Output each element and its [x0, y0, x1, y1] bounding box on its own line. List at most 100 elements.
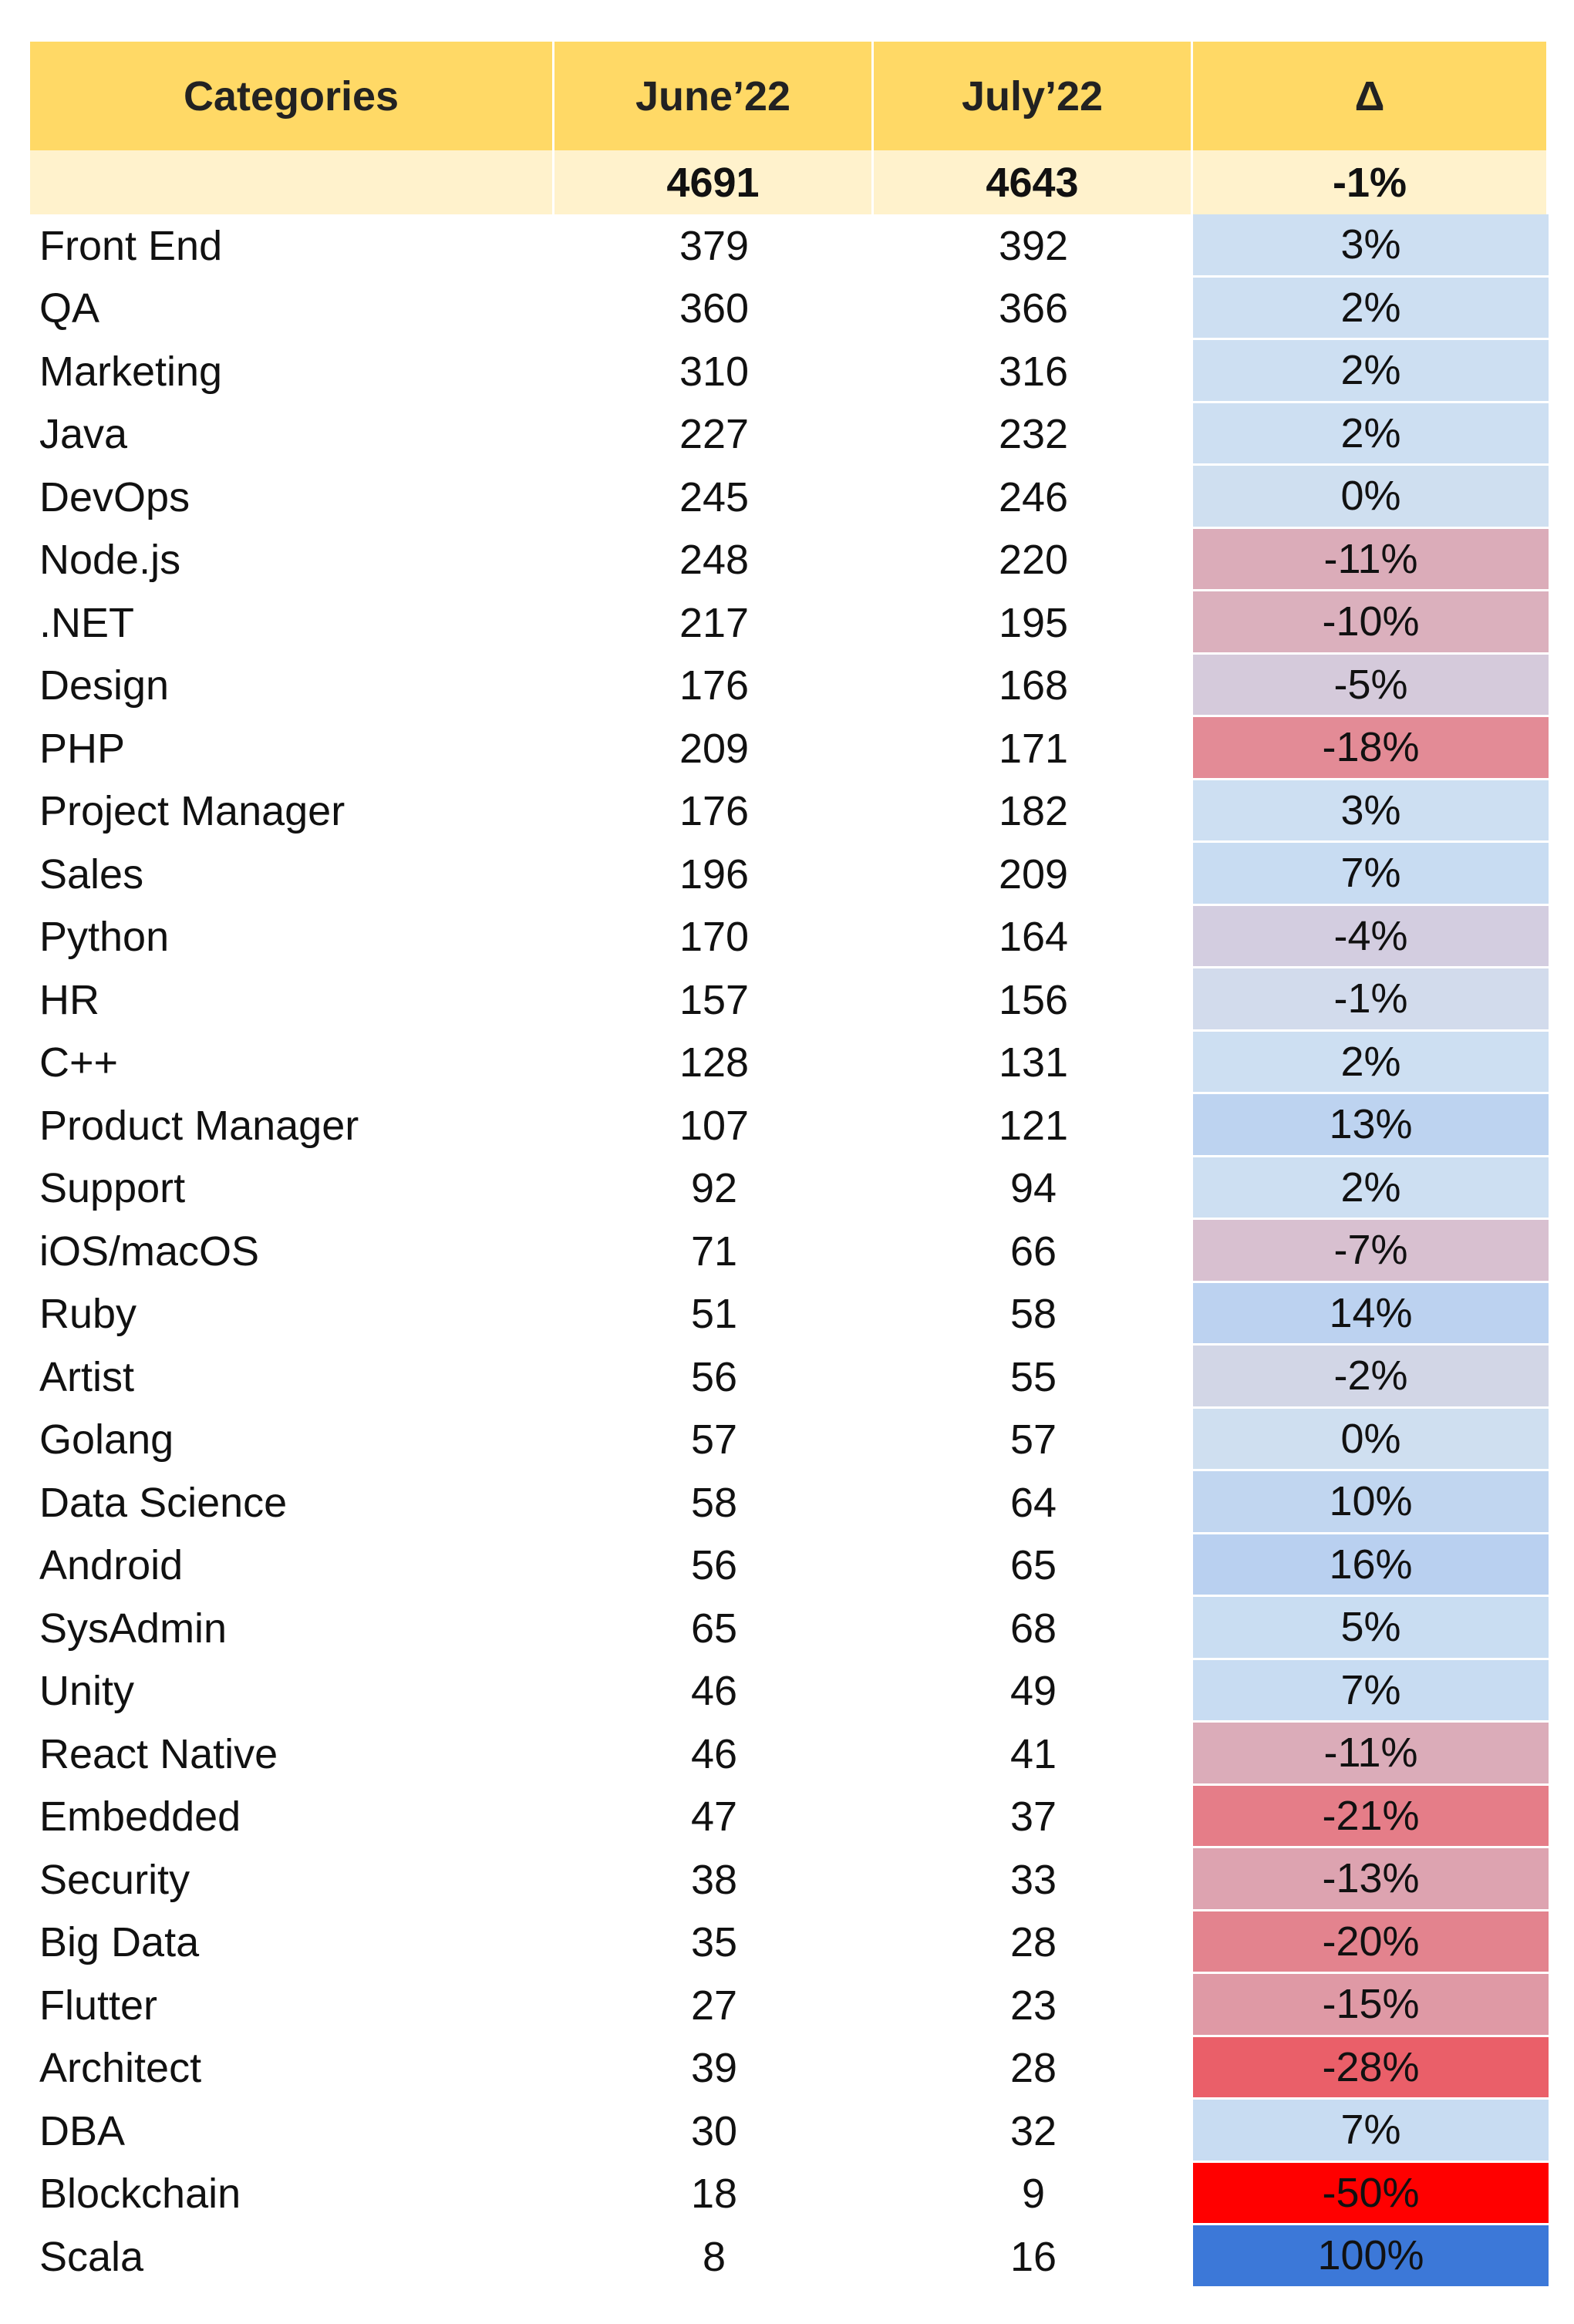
delta-value: -28%: [1193, 2036, 1549, 2100]
july-value: 33: [1009, 1856, 1057, 1903]
category: Node.js: [39, 537, 181, 584]
category: DevOps: [39, 473, 190, 520]
july-value: 156: [998, 976, 1069, 1023]
july-value: 182: [998, 788, 1069, 835]
june-value: 39: [690, 2045, 738, 2092]
june-value: 176: [679, 662, 750, 709]
delta-value: 7%: [1193, 2100, 1549, 2163]
delta-value: 7%: [1193, 843, 1549, 906]
june-value: 30: [690, 2107, 738, 2154]
delta-value: 3%: [1193, 214, 1549, 278]
delta-value: 5%: [1193, 1597, 1549, 1660]
july-value: 168: [998, 662, 1069, 709]
delta-value: -7%: [1193, 1220, 1549, 1283]
category: Marketing: [39, 348, 223, 395]
delta-value: -2%: [1193, 1346, 1549, 1409]
june-value: 157: [679, 976, 750, 1023]
july-value: 64: [1009, 1479, 1057, 1526]
category: Flutter: [39, 1982, 158, 2029]
category: iOS/macOS: [39, 1228, 260, 1275]
category: Python: [39, 914, 170, 961]
june-value: 56: [690, 1353, 738, 1400]
june-value: 38: [690, 1856, 738, 1903]
header-cell: July’22: [874, 42, 1193, 150]
total-june: 4691: [554, 150, 874, 214]
july-value: 58: [1009, 1291, 1057, 1338]
june-value: 248: [679, 537, 750, 584]
june-value: 176: [679, 788, 750, 835]
delta-value: -13%: [1193, 1848, 1549, 1911]
july-value: 209: [998, 850, 1069, 898]
header-cell: Categories: [30, 42, 554, 150]
july-value: 66: [1009, 1228, 1057, 1275]
july-value: 32: [1009, 2107, 1057, 2154]
july-value: 28: [1009, 1919, 1057, 1966]
category: Product Manager: [39, 1102, 359, 1149]
june-value: 27: [690, 1982, 738, 2029]
july-value: 232: [998, 411, 1069, 458]
june-value: 209: [679, 725, 750, 772]
delta-value: 2%: [1193, 1157, 1549, 1220]
july-value: 195: [998, 599, 1069, 646]
delta-value: 7%: [1193, 1659, 1549, 1723]
july-value: 164: [998, 914, 1069, 961]
delta-value: 13%: [1193, 1094, 1549, 1157]
july-value: 121: [998, 1102, 1069, 1149]
delta-value: 0%: [1193, 1408, 1549, 1471]
june-value: 65: [690, 1605, 738, 1652]
delta-value: -5%: [1193, 654, 1549, 717]
category: QA: [39, 285, 100, 332]
delta-value: -20%: [1193, 1911, 1549, 1974]
june-value: 360: [679, 285, 750, 332]
july-value: 246: [998, 473, 1069, 520]
june-value: 46: [690, 1668, 738, 1715]
july-value: 68: [1009, 1605, 1057, 1652]
july-value: 28: [1009, 2045, 1057, 2092]
category: SysAdmin: [39, 1605, 228, 1652]
delta-value: 0%: [1193, 466, 1549, 529]
june-value: 92: [690, 1165, 738, 1212]
category: HR: [39, 976, 99, 1023]
delta-value: -21%: [1193, 1785, 1549, 1848]
category: Embedded: [39, 1794, 241, 1841]
july-value: 366: [998, 285, 1069, 332]
category: Artist: [39, 1353, 135, 1400]
july-value: 131: [998, 1039, 1069, 1086]
june-value: 56: [690, 1542, 738, 1589]
category: Ruby: [39, 1291, 137, 1338]
june-value: 107: [679, 1102, 750, 1149]
june-value: 170: [679, 914, 750, 961]
delta-value: 10%: [1193, 1471, 1549, 1534]
delta-value: -15%: [1193, 1974, 1549, 2037]
june-value: 310: [679, 348, 750, 395]
june-value: 379: [679, 222, 750, 269]
july-value: 392: [998, 222, 1069, 269]
july-value: 220: [998, 537, 1069, 584]
delta-value: 16%: [1193, 1534, 1549, 1597]
category: Front End: [39, 222, 223, 269]
june-value: 58: [690, 1479, 738, 1526]
category: Golang: [39, 1416, 174, 1463]
category: DBA: [39, 2107, 126, 2154]
delta-value: -18%: [1193, 717, 1549, 780]
category: PHP: [39, 725, 126, 772]
delta-value: 3%: [1193, 780, 1549, 843]
july-value: 94: [1009, 1165, 1057, 1212]
june-value: 57: [690, 1416, 738, 1463]
july-value: 9: [1021, 2171, 1046, 2218]
june-value: 227: [679, 411, 750, 458]
category: Blockchain: [39, 2171, 241, 2218]
category: Scala: [39, 2233, 144, 2280]
delta-value: -11%: [1193, 1723, 1549, 1786]
july-value: 23: [1009, 1982, 1057, 2029]
delta-value: -50%: [1193, 2162, 1549, 2225]
category: React Native: [39, 1730, 278, 1777]
category: Java: [39, 411, 128, 458]
header-cell: June’22: [554, 42, 874, 150]
june-value: 8: [702, 2233, 726, 2280]
july-value: 16: [1009, 2233, 1057, 2280]
delta-value: 2%: [1193, 340, 1549, 403]
june-value: 128: [679, 1039, 750, 1086]
delta-value: 2%: [1193, 1031, 1549, 1094]
